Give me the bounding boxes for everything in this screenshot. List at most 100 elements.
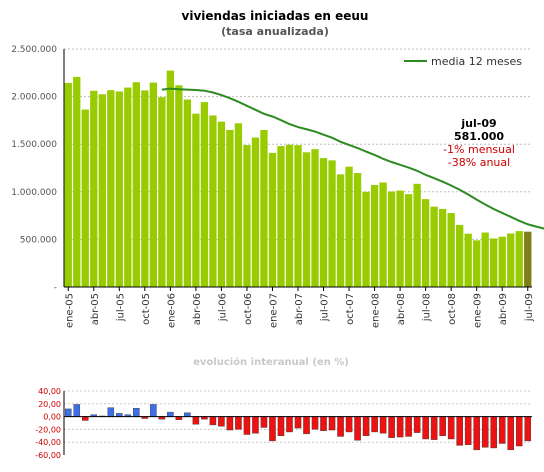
secondary-bar xyxy=(388,416,395,438)
main-bar xyxy=(166,70,175,287)
main-x-tick-label: ene-05 xyxy=(64,293,75,328)
main-bar xyxy=(345,166,353,287)
main-bar xyxy=(507,233,515,287)
main-bar xyxy=(73,76,81,287)
main-bar xyxy=(328,160,336,287)
annotation-annual-change: -38% anual xyxy=(448,156,510,169)
secondary-bar xyxy=(422,416,429,440)
main-bar xyxy=(404,194,413,287)
main-x-tick-label: abr-08 xyxy=(396,293,407,325)
main-x-tick-label: ene-06 xyxy=(166,293,177,328)
secondary-bar xyxy=(269,416,276,442)
main-bar xyxy=(277,146,285,287)
secondary-bar xyxy=(328,416,336,431)
secondary-bar xyxy=(320,416,327,431)
main-y-tick-label: 1.500.000 xyxy=(11,140,57,150)
main-y-ticks: 2.500.000 2.000.000 1.500.000 1.000.000 500.… xyxy=(11,45,57,293)
secondary-bar xyxy=(405,416,412,437)
main-bar xyxy=(447,213,455,287)
secondary-bar xyxy=(218,416,225,427)
main-bar xyxy=(251,137,260,287)
main-bar xyxy=(464,233,472,287)
main-bar xyxy=(98,94,106,287)
main-bar xyxy=(421,199,430,287)
secondary-bar xyxy=(286,416,293,433)
main-x-tick-label: ene-08 xyxy=(371,293,382,328)
main-x-tick-label: oct-06 xyxy=(243,293,254,325)
main-x-tick-label: abr-09 xyxy=(498,293,509,325)
main-bar xyxy=(370,185,379,287)
main-bars xyxy=(64,70,532,288)
secondary-bar xyxy=(235,416,242,430)
main-bar xyxy=(490,238,498,287)
main-x-tick-label: abr-05 xyxy=(90,293,101,325)
secondary-bar xyxy=(311,416,319,430)
secondary-y-tick-label: 0,00 xyxy=(43,413,61,422)
main-bar xyxy=(319,158,328,287)
main-bar xyxy=(268,152,277,287)
secondary-bar xyxy=(192,416,200,425)
main-bar xyxy=(515,231,523,287)
main-bar xyxy=(260,130,268,287)
main-bar xyxy=(302,152,311,287)
main-bar xyxy=(413,183,421,287)
secondary-bar xyxy=(439,416,446,437)
secondary-bar xyxy=(396,416,404,438)
main-bar xyxy=(81,109,89,287)
secondary-bar xyxy=(64,408,72,417)
main-bar xyxy=(107,90,115,287)
secondary-bar xyxy=(354,416,361,441)
main-bar xyxy=(473,240,481,287)
secondary-bar xyxy=(371,416,378,433)
main-bar xyxy=(226,129,234,287)
secondary-bar xyxy=(277,416,285,437)
main-x-tick-label: ene-07 xyxy=(268,293,279,328)
secondary-bar xyxy=(107,407,115,417)
moving-average-line xyxy=(161,87,544,230)
secondary-bar xyxy=(167,411,174,417)
main-bar xyxy=(115,91,123,288)
main-bar xyxy=(192,113,200,287)
secondary-bar xyxy=(243,416,251,435)
main-x-tick-label: jul-09 xyxy=(524,293,535,322)
main-bar-highlight xyxy=(524,231,532,287)
secondary-bar xyxy=(260,416,268,428)
main-bar xyxy=(353,173,362,287)
main-bar xyxy=(124,87,132,287)
secondary-y-tick-label: 20,00 xyxy=(38,400,61,409)
main-y-tick-label: - xyxy=(54,283,57,293)
main-bar xyxy=(294,145,302,287)
main-x-ticks: ene-05 abr-05 jul-05 oct-05 ene-06 abr-06 jul-… xyxy=(64,287,535,328)
main-y-tick-label: 2.000.000 xyxy=(11,93,57,103)
main-x-tick-label: abr-06 xyxy=(192,293,203,325)
moving-average-polyline xyxy=(161,87,544,230)
secondary-y-tick-label: -40,00 xyxy=(35,438,61,447)
main-x-tick-label: jul-05 xyxy=(115,293,126,322)
secondary-bar xyxy=(150,404,157,417)
main-bar xyxy=(311,149,319,287)
secondary-bar xyxy=(490,416,497,449)
main-x-tick-label: jul-08 xyxy=(422,293,433,322)
main-bar xyxy=(285,144,294,287)
main-bar xyxy=(234,123,243,287)
secondary-bar xyxy=(464,416,472,445)
secondary-bar xyxy=(294,416,302,429)
main-bar xyxy=(64,82,72,287)
annotation-date: jul-09 xyxy=(460,117,496,130)
main-bar xyxy=(175,85,183,288)
main-bar xyxy=(158,97,166,287)
secondary-y-ticks: 40,00 20,00 0,00 -20,00 -40,00 -60,00 xyxy=(35,387,61,460)
annotation-value: 581.000 xyxy=(454,130,504,143)
secondary-bar xyxy=(73,404,81,417)
secondary-bar xyxy=(473,416,480,451)
main-x-tick-label: jul-07 xyxy=(320,293,331,322)
main-bar xyxy=(141,90,149,287)
secondary-bar xyxy=(345,416,353,433)
main-bar xyxy=(336,174,345,287)
main-bar xyxy=(217,121,226,287)
secondary-bar xyxy=(252,416,259,434)
main-bar xyxy=(209,115,217,287)
main-bar xyxy=(439,208,447,287)
secondary-y-tick-label: -60,00 xyxy=(35,451,61,460)
